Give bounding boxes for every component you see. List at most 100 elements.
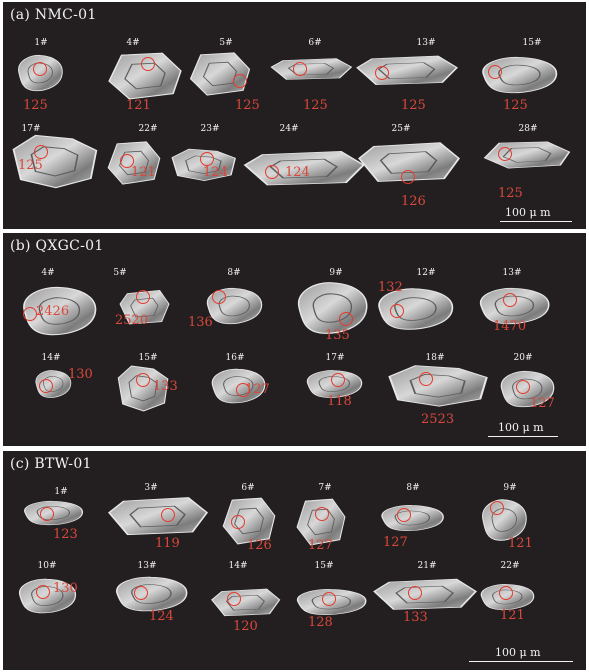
panel-nmc-01: (a) NMC-01 100 μ m 1# 125 4# 121 5# 125 6# 125 1… — [3, 2, 586, 229]
analysis-spot-circle — [134, 586, 148, 600]
analysis-spot-circle — [233, 74, 247, 88]
grain-age-label: 120 — [233, 619, 258, 634]
grain-number-label: 15# — [304, 561, 344, 571]
analysis-spot-circle — [212, 290, 226, 304]
zircon-crystal-image — [111, 574, 191, 614]
zircon-crystal-image — [377, 503, 447, 533]
grain-number-label: 3# — [131, 483, 171, 493]
scale-label: 100 μ m — [495, 646, 541, 659]
grain-age-label: 125 — [401, 98, 426, 113]
panel-title: (c) BTW-01 — [10, 456, 92, 472]
grain-age-label: 128 — [308, 615, 333, 630]
grain-number-label: 13# — [406, 38, 446, 48]
grain-age-label: 125 — [18, 158, 43, 173]
analysis-spot-circle — [390, 304, 404, 318]
grain-number-label: 12# — [406, 268, 446, 278]
analysis-spot-circle — [490, 501, 504, 515]
grain-age-label: 123 — [53, 527, 78, 542]
grain-number-label: 4# — [113, 38, 153, 48]
grain-number-label: 5# — [100, 268, 140, 278]
grain-age-label: 121 — [131, 165, 156, 180]
grain-number-label: 13# — [127, 561, 167, 571]
analysis-spot-circle — [315, 507, 329, 521]
grain-age-label: 136 — [188, 315, 213, 330]
scale-bar — [488, 436, 558, 437]
analysis-spot-circle — [265, 165, 279, 179]
analysis-spot-circle — [33, 62, 47, 76]
zircon-crystal-image — [105, 495, 209, 539]
grain-number-label: 17# — [315, 353, 355, 363]
grain-age-label: 127 — [383, 535, 408, 550]
analysis-spot-circle — [419, 372, 433, 386]
analysis-spot-circle — [136, 290, 150, 304]
analysis-spot-circle — [40, 507, 54, 521]
grain-age-label: 1470 — [493, 319, 526, 334]
grain-age-label: 124 — [149, 609, 174, 624]
grain-number-label: 14# — [31, 353, 71, 363]
grain-age-label: 127 — [308, 538, 333, 553]
analysis-spot-circle — [331, 373, 345, 387]
grain-age-label: 2426 — [36, 304, 69, 319]
grain-number-label: 4# — [28, 268, 68, 278]
grain-age-label: 124 — [203, 165, 228, 180]
grain-age-label: 2520 — [115, 313, 148, 328]
analysis-spot-circle — [293, 62, 307, 76]
grain-age-label: 2523 — [421, 412, 454, 427]
grain-age-label: 121 — [126, 98, 151, 113]
analysis-spot-circle — [231, 515, 245, 529]
analysis-spot-circle — [34, 145, 48, 159]
zircon-crystal-image — [383, 363, 491, 408]
analysis-spot-circle — [200, 152, 214, 166]
analysis-spot-circle — [36, 585, 50, 599]
analysis-spot-circle — [408, 586, 422, 600]
zircon-crystal-image — [209, 587, 281, 619]
grain-age-label: 118 — [327, 394, 352, 409]
analysis-spot-circle — [401, 170, 415, 184]
analysis-spot-circle — [498, 147, 512, 161]
grain-number-label: 8# — [214, 268, 254, 278]
grain-age-label: 127 — [530, 396, 555, 411]
analysis-spot-circle — [141, 57, 155, 71]
analysis-spot-circle — [503, 293, 517, 307]
scale-label: 100 μ m — [498, 421, 544, 434]
analysis-spot-circle — [375, 66, 389, 80]
grain-number-label: 6# — [295, 38, 335, 48]
analysis-spot-circle — [397, 508, 411, 522]
grain-number-label: 21# — [407, 561, 447, 571]
analysis-spot-circle — [516, 380, 530, 394]
grain-number-label: 13# — [492, 268, 532, 278]
grain-number-label: 7# — [305, 483, 345, 493]
analysis-spot-circle — [136, 373, 150, 387]
grain-number-label: 25# — [381, 124, 421, 134]
grain-number-label: 22# — [128, 124, 168, 134]
zircon-crystal-image — [353, 54, 459, 88]
grain-number-label: 10# — [27, 561, 67, 571]
grain-number-label: 18# — [415, 353, 455, 363]
analysis-spot-circle — [488, 65, 502, 79]
grain-number-label: 20# — [503, 353, 543, 363]
grain-number-label: 5# — [206, 38, 246, 48]
grain-age-label: 130 — [68, 367, 93, 382]
analysis-spot-circle — [23, 307, 37, 321]
grain-number-label: 8# — [393, 483, 433, 493]
analysis-spot-circle — [227, 592, 241, 606]
grain-age-label: 130 — [53, 581, 78, 596]
grain-number-label: 24# — [269, 124, 309, 134]
scale-bar — [469, 661, 573, 662]
grain-age-label: 125 — [498, 186, 523, 201]
grain-age-label: 133 — [403, 610, 428, 625]
grain-age-label: 121 — [500, 608, 525, 623]
grain-number-label: 22# — [490, 561, 530, 571]
grain-number-label: 28# — [508, 124, 548, 134]
grain-number-label: 1# — [21, 38, 61, 48]
grain-number-label: 17# — [11, 124, 51, 134]
scale-bar — [500, 221, 572, 222]
grain-age-label: 126 — [247, 538, 272, 553]
grain-number-label: 1# — [41, 487, 81, 497]
grain-age-label: 124 — [285, 165, 310, 180]
zircon-crystal-image — [370, 577, 478, 613]
grain-age-label: 127 — [245, 382, 270, 397]
grain-age-label: 133 — [153, 379, 178, 394]
grain-number-label: 6# — [228, 483, 268, 493]
grain-age-label: 125 — [23, 98, 48, 113]
